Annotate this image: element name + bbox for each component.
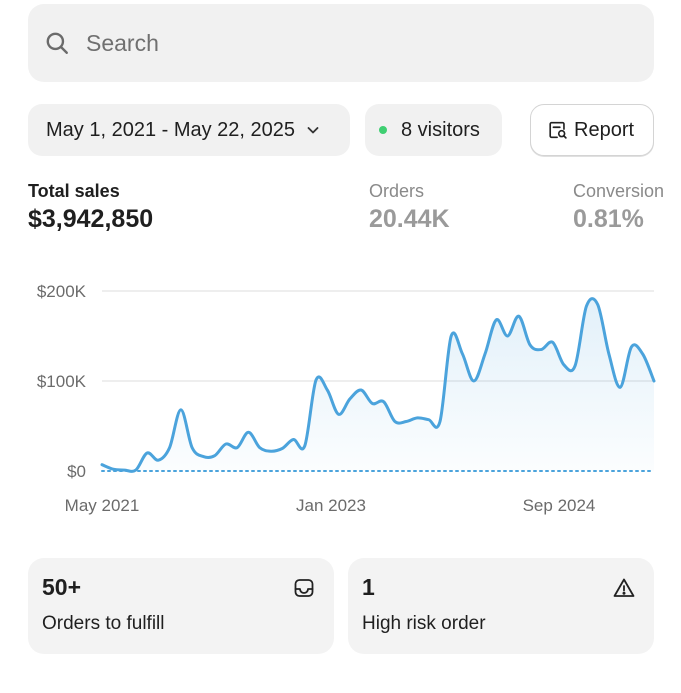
visitors-indicator[interactable]: 8 visitors (365, 104, 502, 156)
metric-value: 20.44K (369, 205, 450, 233)
sales-series-line (100, 297, 656, 473)
warning-icon (613, 578, 635, 597)
y-tick-label: $100K (37, 372, 87, 391)
card-count: 50+ (42, 574, 82, 600)
report-label: Report (574, 118, 635, 141)
orders-to-fulfill-card[interactable]: 50+ Orders to fulfill (28, 558, 334, 654)
x-tick-label: Sep 2024 (523, 496, 596, 515)
card-label: High risk order (362, 613, 486, 634)
sales-area (102, 298, 654, 472)
live-status-dot (379, 126, 387, 134)
metric-total-sales[interactable]: Total sales $3,942,850 (28, 180, 153, 234)
report-button[interactable]: Report (530, 104, 654, 156)
inbox-icon (294, 579, 314, 597)
high-risk-order-card[interactable]: 1 High risk order (348, 558, 654, 654)
y-tick-label: $200K (37, 282, 87, 301)
x-tick-label: May 2021 (65, 496, 140, 515)
search-bar[interactable] (28, 4, 654, 82)
metric-value: $3,942,850 (28, 205, 154, 233)
metric-label: Conversion (573, 181, 665, 201)
date-range-label: May 1, 2021 - May 22, 2025 (46, 118, 296, 141)
metric-conversion[interactable]: Conversion 0.81% (573, 180, 664, 234)
metric-value: 0.81% (573, 205, 644, 233)
chevron-down-icon (307, 127, 319, 134)
metric-orders[interactable]: Orders 20.44K (369, 180, 450, 234)
visitors-label: 8 visitors (401, 118, 480, 141)
date-range-picker[interactable]: May 1, 2021 - May 22, 2025 (28, 104, 350, 156)
card-count: 1 (362, 574, 375, 600)
y-tick-label: $0 (67, 462, 86, 481)
search-icon (46, 32, 68, 54)
sales-chart: $200K $100K $0 May 2021 Jan 2023 Sep 2024 (37, 282, 656, 515)
report-icon (549, 121, 567, 139)
x-tick-label: Jan 2023 (296, 496, 366, 515)
search-input[interactable] (86, 29, 586, 57)
card-label: Orders to fulfill (42, 613, 165, 634)
metric-label: Total sales (28, 181, 120, 201)
metric-label: Orders (369, 181, 425, 201)
